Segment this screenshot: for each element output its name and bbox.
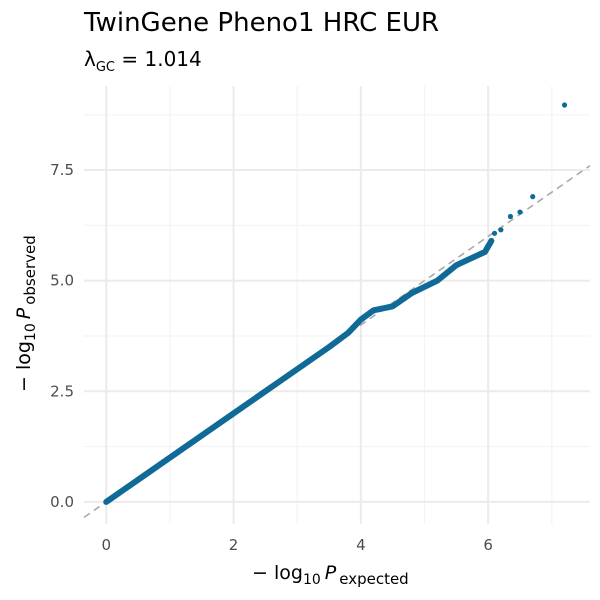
- data-point: [491, 230, 498, 236]
- x-tick-label: 4: [356, 536, 366, 554]
- x-tick-label: 0: [102, 536, 112, 554]
- chart-subtitle: λGC = 1.014: [84, 47, 202, 75]
- subtitle-equals: =: [115, 47, 144, 71]
- x-tick-labels: 0 2 4 6: [102, 536, 493, 554]
- y-axis-title-var: P: [13, 307, 35, 319]
- y-axis-title: − log10 Pobserved: [13, 235, 39, 392]
- lambda-value: 1.014: [144, 47, 201, 71]
- lambda-symbol: λ: [84, 47, 96, 71]
- y-tick-label: 2.5: [50, 382, 74, 400]
- x-axis-title-var: P: [325, 562, 337, 584]
- grid-minor: [84, 86, 590, 524]
- x-axis-title-subscript: expected: [339, 570, 408, 588]
- data-point: [517, 209, 523, 215]
- y-axis-title-subscript: observed: [21, 235, 39, 305]
- data-point: [561, 102, 568, 108]
- chart-title: TwinGene Pheno1 HRC EUR: [83, 8, 439, 38]
- data-point: [498, 227, 504, 233]
- y-tick-label: 7.5: [50, 161, 74, 179]
- lambda-subscript: GC: [96, 60, 115, 75]
- y-tick-labels: 0.0 2.5 5.0 7.5: [50, 161, 74, 511]
- data-point: [507, 213, 514, 220]
- x-tick-label: 6: [483, 536, 493, 554]
- y-axis-title-base: 10: [23, 323, 39, 341]
- y-axis-title-prefix: − log: [13, 341, 35, 392]
- data-point: [530, 194, 536, 200]
- y-tick-label: 5.0: [50, 272, 74, 290]
- x-axis-title-base: 10: [303, 572, 321, 588]
- series-points: [491, 102, 568, 236]
- x-axis-title-prefix: − log: [252, 562, 303, 584]
- series-points-dense: [103, 237, 495, 505]
- grid-major: [84, 86, 590, 524]
- x-tick-label: 2: [229, 536, 239, 554]
- y-tick-label: 0.0: [50, 493, 74, 511]
